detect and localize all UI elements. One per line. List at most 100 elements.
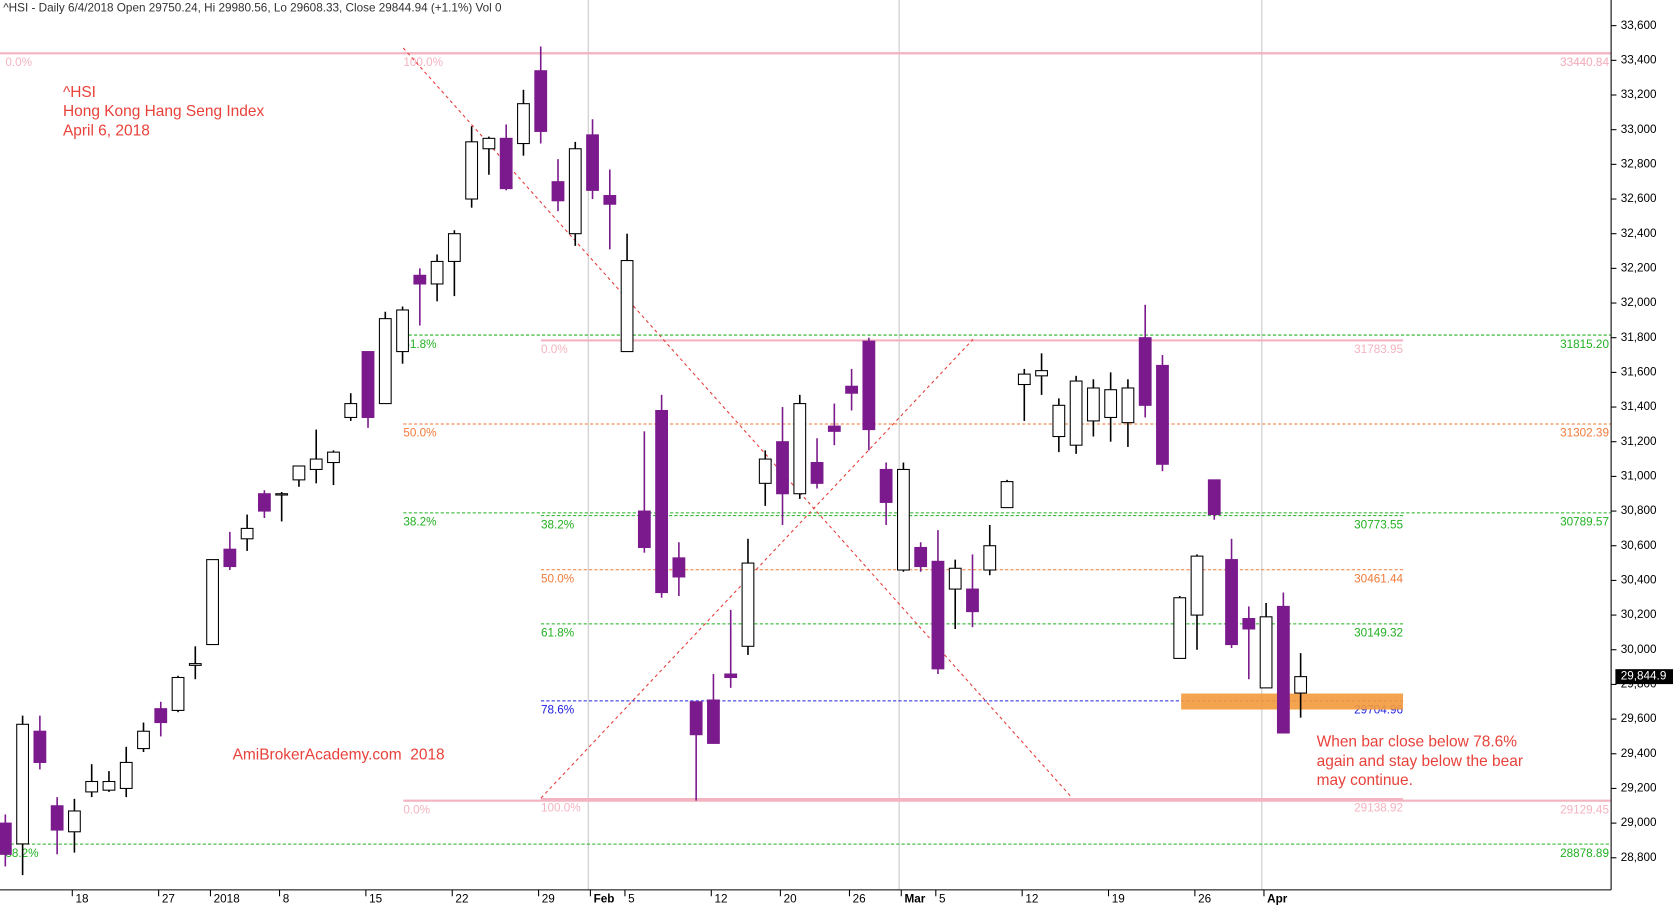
candle-body	[0, 822, 12, 855]
x-tick-label: 26	[1198, 893, 1211, 906]
candle-body	[50, 805, 64, 831]
candle-body	[1052, 404, 1066, 438]
candle-body	[327, 451, 340, 464]
candle-body	[672, 557, 686, 578]
candle-body	[517, 103, 530, 145]
x-tick-label: 20	[784, 893, 798, 906]
candle-body	[741, 562, 755, 647]
candle-body	[1294, 676, 1308, 694]
note: Hong Kong Hang Seng Index	[63, 103, 265, 120]
candle-body	[1156, 364, 1169, 465]
fib-pct-label: 100.0%	[403, 56, 443, 69]
y-tick-label: 30,800	[1621, 504, 1657, 517]
candle-body	[1242, 618, 1256, 630]
x-tick-label: 22	[455, 893, 468, 906]
candle-body	[1173, 597, 1187, 659]
candle-body	[1276, 605, 1290, 734]
candle-body	[206, 559, 219, 646]
candle-body	[879, 468, 893, 503]
x-tick-label: 26	[853, 893, 866, 906]
candle-body	[413, 274, 427, 285]
trend-line	[540, 338, 974, 799]
candle-body	[534, 70, 548, 132]
fibonacci-levels: 0.0%33440.8438.2%28878.89100.0%33440.846…	[0, 52, 1612, 860]
candle-body	[16, 723, 30, 845]
candle-body	[793, 403, 807, 495]
fib-pct-label: 61.8%	[541, 627, 574, 640]
candle-body	[33, 730, 47, 763]
candle-body	[620, 260, 634, 353]
y-tick-label: 29,200	[1621, 782, 1657, 795]
fib-pct-label: 50.0%	[403, 427, 436, 440]
comment: When bar close below 78.6%	[1317, 734, 1518, 751]
y-tick-label: 30,400	[1621, 574, 1657, 587]
x-tick-label: 29	[542, 893, 555, 906]
candle-body	[1225, 559, 1238, 646]
fib-pct-label: 50.0%	[541, 572, 574, 585]
x-tick-label: Feb	[594, 893, 615, 906]
candle-body	[551, 181, 565, 202]
candle-body	[948, 567, 962, 590]
candle-body	[396, 309, 409, 353]
fib-pct-label: 78.6%	[541, 704, 574, 717]
candle-body	[966, 588, 979, 613]
candle-body	[827, 425, 841, 432]
y-tick-label: 32,200	[1621, 261, 1657, 274]
x-tick-label: 12	[1025, 893, 1038, 906]
y-tick-label: 32,000	[1621, 296, 1657, 309]
fib-price-label: 29138.92	[1354, 802, 1403, 815]
candle-body	[240, 527, 254, 540]
fib-price-label: 30149.32	[1354, 627, 1403, 640]
y-tick-label: 31,400	[1621, 400, 1657, 413]
trend-line	[402, 47, 1073, 799]
candle-body	[1207, 479, 1221, 516]
y-tick-label: 33,000	[1621, 123, 1657, 136]
support-zone	[1181, 693, 1404, 710]
y-tick-label: 29,400	[1621, 747, 1657, 760]
x-tick-label: 15	[369, 893, 383, 906]
fib-pct-label: 0.0%	[541, 343, 568, 356]
fib-price-label: 29129.45	[1560, 803, 1609, 816]
candle-body	[655, 409, 669, 594]
candle-body	[447, 233, 461, 262]
candle-body	[707, 699, 720, 744]
x-tick-label: 8	[283, 893, 290, 906]
candle-body	[68, 810, 81, 833]
fib-pct-label: 100.0%	[541, 802, 581, 815]
candle-body	[465, 141, 479, 200]
fib-pct-label: 38.2%	[541, 518, 574, 531]
candle-body	[344, 403, 358, 418]
candle-body	[309, 458, 323, 470]
candle-body	[724, 673, 738, 679]
candle-body	[1104, 389, 1118, 418]
x-tick-label: 2018	[214, 893, 241, 906]
y-tick-label: 28,800	[1621, 851, 1657, 864]
candle-body	[1000, 481, 1014, 509]
y-tick-label: 30,000	[1621, 643, 1657, 656]
y-tick-label: 30,600	[1621, 539, 1657, 552]
candle-body	[1035, 370, 1048, 377]
candle-body	[154, 708, 168, 724]
last-price-label: 29,844.9	[1621, 670, 1667, 683]
fib-price-label: 31302.39	[1560, 427, 1609, 440]
candle-body	[85, 780, 99, 793]
y-tick-label: 31,000	[1621, 469, 1657, 482]
x-tick-label: 19	[1112, 893, 1125, 906]
comment: again and stay below the bear	[1317, 753, 1523, 770]
candle-body	[758, 458, 772, 484]
candle-body	[637, 510, 651, 549]
fib-pct-label: 38.2%	[403, 516, 436, 529]
chart-title: ^HSI - Daily 6/4/2018 Open 29750.24, Hi …	[3, 2, 502, 15]
x-tick-label: Apr	[1267, 893, 1288, 906]
candle-body	[1017, 373, 1031, 386]
note: ^HSI	[63, 84, 96, 101]
candle-body	[776, 441, 789, 495]
candle-body	[361, 351, 375, 418]
fib-price-label: 30773.55	[1354, 518, 1403, 531]
candle-body	[1086, 387, 1100, 422]
watermark: AmiBrokerAcademy.com 2018	[233, 747, 445, 764]
candle-body	[568, 148, 582, 235]
